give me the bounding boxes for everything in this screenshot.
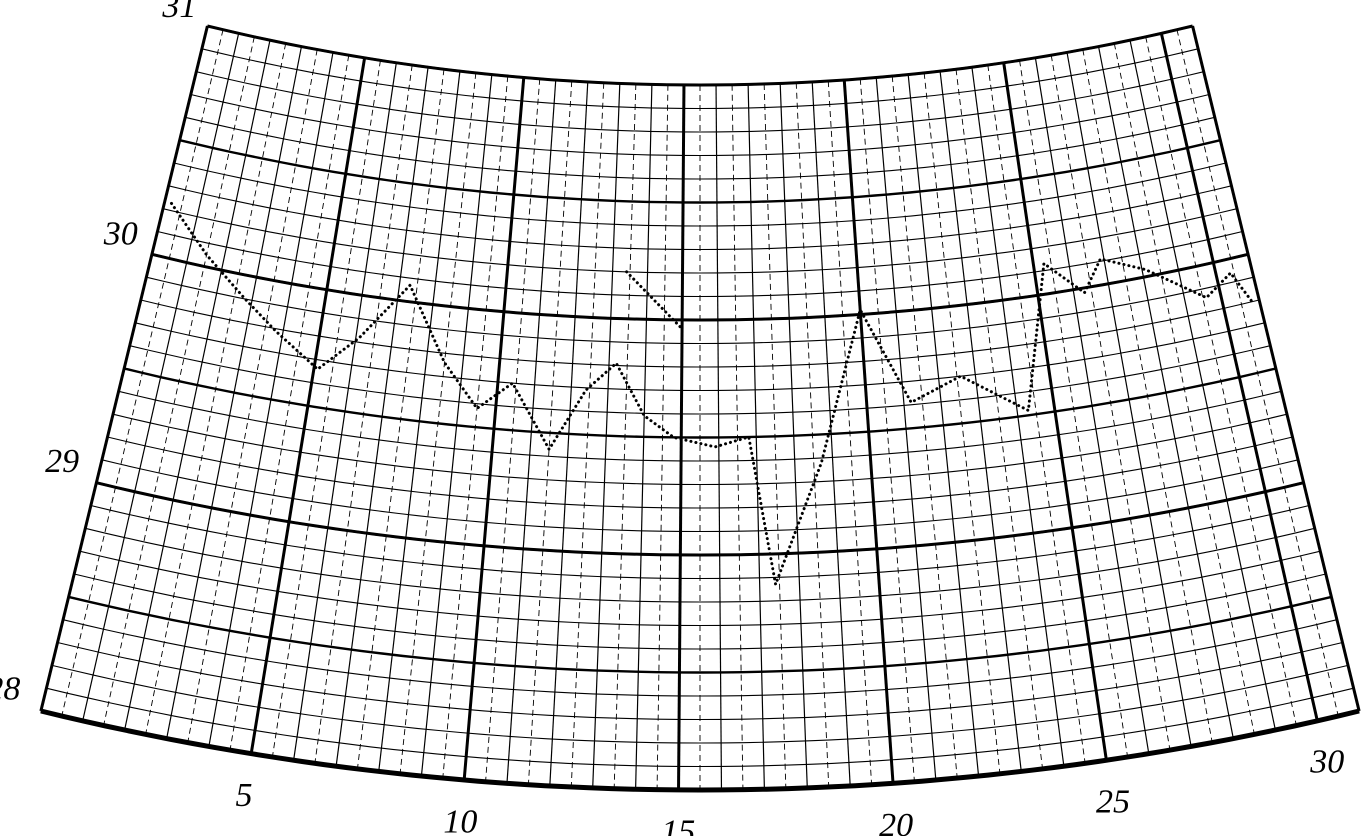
minor-radial bbox=[442, 76, 509, 779]
minor-radial bbox=[39, 25, 209, 712]
x-tick-label: 25 bbox=[1096, 784, 1130, 821]
minor-radial bbox=[875, 77, 937, 781]
minor-radial bbox=[891, 76, 958, 779]
minor-radial bbox=[314, 64, 413, 764]
minor-radial bbox=[592, 83, 621, 788]
minor-radial bbox=[635, 84, 653, 790]
minor-radial bbox=[1019, 60, 1129, 758]
minor-radial bbox=[61, 29, 224, 717]
minor-arc bbox=[162, 208, 1238, 274]
grid-line bbox=[842, 79, 895, 784]
minor-radial bbox=[271, 60, 381, 758]
minor-radial bbox=[1145, 36, 1297, 726]
minor-arc bbox=[196, 71, 1204, 133]
minor-radial bbox=[1066, 52, 1192, 747]
minor-radial bbox=[1082, 49, 1213, 743]
minor-radial bbox=[293, 62, 397, 761]
minor-radial bbox=[747, 84, 765, 790]
x-tick-label: 15 bbox=[661, 814, 695, 836]
minor-arc bbox=[101, 459, 1299, 533]
minor-radial bbox=[656, 84, 669, 790]
minor-radial bbox=[570, 82, 605, 788]
grid-line bbox=[207, 24, 1193, 87]
minor-radial bbox=[923, 72, 1001, 774]
minor-radial bbox=[613, 83, 637, 789]
minor-radial bbox=[1191, 25, 1361, 712]
minor-radial bbox=[356, 69, 445, 769]
minor-radial bbox=[103, 36, 255, 726]
x-tick-label: 5 bbox=[235, 777, 252, 814]
minor-radial bbox=[187, 49, 318, 743]
minor-radial bbox=[859, 78, 915, 782]
minor-radial bbox=[731, 84, 744, 790]
minor-radial bbox=[939, 71, 1022, 772]
minor-radial bbox=[1050, 55, 1171, 751]
minor-radial bbox=[527, 81, 573, 785]
minor-radial bbox=[987, 64, 1086, 764]
grid-line bbox=[249, 57, 367, 754]
minor-arc bbox=[68, 595, 1332, 674]
minor-radial bbox=[378, 71, 461, 772]
minor-radial bbox=[1097, 46, 1234, 739]
minor-radial bbox=[420, 74, 493, 777]
minor-arc bbox=[112, 413, 1288, 486]
minor-radial bbox=[779, 83, 808, 788]
minor-radial bbox=[399, 72, 477, 774]
minor-arc bbox=[146, 276, 1254, 345]
minor-radial bbox=[907, 74, 980, 777]
minor-radial bbox=[971, 67, 1065, 767]
y-tick-label: 28 bbox=[0, 670, 20, 707]
minor-radial bbox=[82, 33, 240, 721]
grid-line bbox=[151, 252, 1249, 322]
minor-arc bbox=[118, 390, 1282, 462]
minor-radial bbox=[229, 55, 350, 751]
grid-line bbox=[40, 709, 1360, 792]
y-tick-label: 31 bbox=[161, 0, 196, 25]
x-tick-label: 20 bbox=[879, 807, 913, 836]
minor-radial bbox=[145, 43, 287, 735]
minor-radial bbox=[549, 81, 589, 786]
minor-radial bbox=[811, 81, 851, 786]
minor-radial bbox=[715, 84, 723, 790]
minor-radial bbox=[827, 81, 873, 785]
y-tick-label: 29 bbox=[45, 443, 79, 480]
minor-radial bbox=[955, 69, 1044, 769]
grid-line bbox=[1159, 32, 1319, 722]
minor-arc bbox=[179, 139, 1221, 204]
y-tick-label: 30 bbox=[103, 215, 138, 252]
minor-radial bbox=[506, 79, 557, 784]
minor-arc bbox=[85, 527, 1315, 603]
minor-radial bbox=[485, 78, 541, 782]
grid-line bbox=[1002, 62, 1108, 761]
minor-radial bbox=[795, 82, 830, 788]
minor-radial bbox=[763, 83, 787, 789]
minor-radial bbox=[335, 67, 429, 767]
grid-line bbox=[677, 84, 686, 790]
minor-radial bbox=[166, 46, 303, 739]
grid-line bbox=[96, 481, 1304, 557]
minor-arc bbox=[51, 664, 1349, 744]
minor-radial bbox=[1176, 29, 1339, 717]
minor-radial bbox=[1113, 43, 1255, 735]
x-tick-label: 10 bbox=[443, 804, 477, 836]
minor-radial bbox=[1129, 40, 1276, 731]
data-line bbox=[170, 201, 1254, 586]
grid-line bbox=[462, 77, 526, 781]
minor-radial bbox=[208, 52, 334, 747]
minor-arc bbox=[129, 345, 1271, 415]
minor-radial bbox=[1034, 57, 1150, 754]
minor-radial bbox=[124, 40, 271, 731]
x-tick-label: 30 bbox=[1309, 744, 1344, 781]
